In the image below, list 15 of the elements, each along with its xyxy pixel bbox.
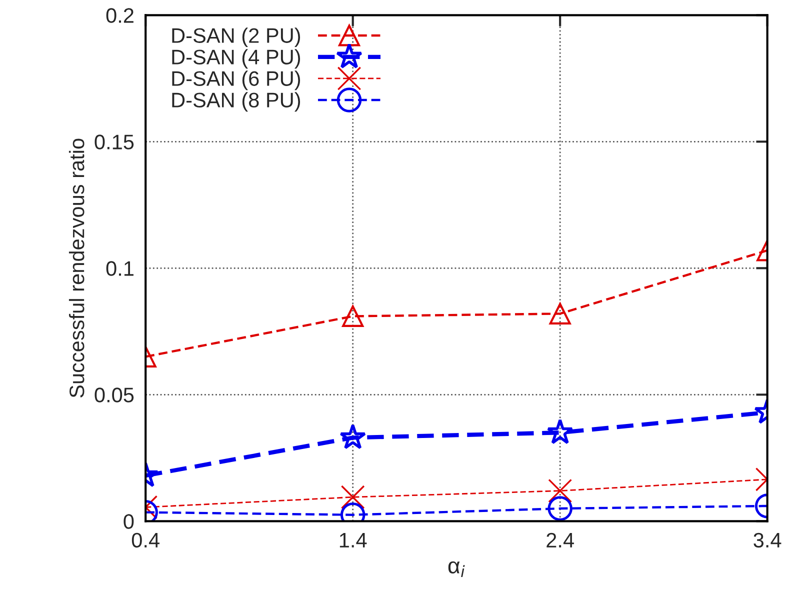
y-tick-label: 0: [124, 514, 134, 529]
y-tick-label: 0.2: [106, 8, 134, 23]
y-tick-label: 0.05: [94, 388, 134, 402]
legend-label: D-SAN (2 PU): [172, 28, 300, 48]
y-tick-label: 0.1: [106, 261, 134, 276]
x-tick-label: 2.4: [546, 532, 574, 548]
x-axis-title: α$_{i}$: [448, 561, 465, 577]
x-tick-label: 0.4: [132, 532, 160, 548]
x-tick-label: 3.4: [754, 532, 782, 548]
legend-label: D-SAN (8 PU): [172, 92, 300, 112]
y-axis-title: Successful rendezvous ratio: [68, 138, 84, 398]
legend-label: D-SAN (4 PU): [172, 49, 300, 69]
legend-label: D-SAN (6 PU): [172, 70, 300, 90]
y-tick-label: 0.15: [94, 134, 134, 150]
x-tick-label: 1.4: [340, 533, 367, 548]
